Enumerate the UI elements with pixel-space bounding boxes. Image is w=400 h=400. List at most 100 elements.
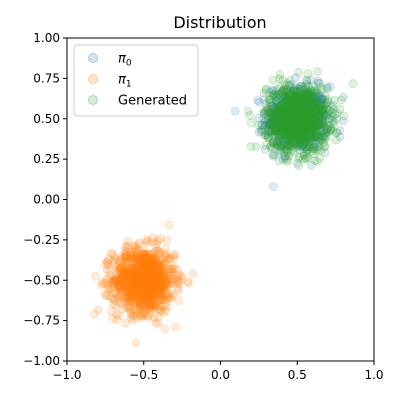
scatter-point	[107, 249, 116, 258]
scatter-point	[149, 276, 159, 285]
scatter-point	[151, 246, 160, 256]
scatter-point	[107, 280, 117, 289]
scatter-point	[292, 130, 302, 140]
scatter-point	[161, 306, 171, 315]
scatter-point	[141, 303, 151, 313]
scatter-point	[301, 115, 310, 125]
scatter-point	[125, 266, 135, 276]
scatter-point	[147, 249, 157, 258]
scatter-point	[335, 132, 345, 142]
scatter-point	[132, 269, 142, 279]
scatter-point	[125, 280, 135, 290]
scatter-point	[294, 100, 304, 109]
scatter-point	[287, 120, 296, 130]
scatter-point	[307, 114, 316, 124]
scatter-point	[275, 120, 285, 130]
scatter-point	[130, 275, 140, 285]
scatter-point	[131, 272, 140, 282]
scatter-point	[140, 266, 150, 275]
scatter-point	[149, 301, 159, 311]
scatter-point	[277, 91, 286, 101]
scatter-point	[292, 106, 302, 116]
scatter-point	[149, 274, 159, 284]
scatter-point	[131, 277, 141, 287]
scatter-point	[302, 97, 312, 107]
scatter-point	[274, 120, 284, 130]
scatter-point	[297, 104, 307, 114]
scatter-point	[138, 274, 148, 284]
scatter-point	[144, 253, 154, 263]
scatter-point	[288, 122, 298, 132]
scatter-point	[139, 278, 149, 288]
scatter-point	[147, 263, 157, 273]
scatter-point	[122, 268, 132, 278]
scatter-point	[300, 110, 310, 120]
scatter-point	[154, 273, 164, 283]
scatter-point	[136, 288, 146, 298]
scatter-point	[284, 108, 294, 117]
scatter-point	[147, 256, 157, 266]
scatter-point	[149, 282, 159, 292]
scatter-point	[140, 249, 150, 258]
scatter-point	[275, 122, 285, 132]
scatter-point	[293, 102, 303, 111]
scatter-point	[143, 296, 153, 306]
scatter-point	[141, 276, 151, 286]
scatter-point	[136, 254, 146, 264]
scatter-point	[130, 286, 140, 296]
scatter-point	[154, 293, 163, 303]
scatter-point	[302, 105, 312, 114]
scatter-point	[132, 278, 142, 288]
scatter-point	[156, 234, 165, 243]
scatter-point	[266, 119, 275, 128]
scatter-point	[314, 108, 324, 118]
scatter-point	[311, 101, 320, 110]
scatter-point	[152, 269, 162, 279]
scatter-point	[314, 113, 324, 122]
scatter-point	[141, 267, 150, 276]
scatter-point	[107, 249, 117, 259]
scatter-point	[146, 283, 156, 292]
scatter-point	[300, 119, 310, 128]
scatter-point	[138, 294, 148, 303]
scatter-point	[112, 272, 122, 282]
scatter-point	[158, 281, 167, 290]
scatter-point	[157, 280, 167, 289]
scatter-point	[292, 106, 302, 116]
scatter-point	[134, 292, 144, 301]
scatter-point	[273, 129, 283, 139]
scatter-point	[303, 69, 313, 79]
scatter-point	[153, 312, 163, 322]
scatter-point	[140, 280, 150, 290]
scatter-point	[137, 289, 147, 299]
scatter-point	[160, 300, 170, 309]
scatter-point	[294, 128, 304, 138]
scatter-point	[295, 129, 304, 139]
scatter-point	[147, 276, 157, 286]
scatter-point	[162, 283, 172, 293]
scatter-point	[164, 271, 173, 280]
scatter-point	[270, 91, 279, 100]
scatter-point	[281, 122, 291, 132]
scatter-point	[133, 271, 143, 281]
scatter-point	[303, 101, 313, 110]
scatter-point	[112, 275, 122, 284]
scatter-point	[137, 258, 147, 268]
scatter-point	[136, 277, 146, 287]
x-tick-label: −0.5	[129, 368, 158, 382]
scatter-point	[147, 259, 156, 269]
scatter-point	[142, 281, 152, 290]
scatter-point	[165, 277, 175, 287]
scatter-point	[290, 119, 300, 129]
scatter-point	[131, 283, 141, 293]
scatter-point	[135, 309, 144, 318]
scatter-point	[313, 67, 322, 77]
scatter-point	[280, 107, 290, 117]
scatter-point	[291, 108, 301, 118]
scatter-point	[156, 266, 166, 276]
scatter-point	[132, 284, 142, 294]
scatter-point	[297, 93, 307, 103]
scatter-point	[319, 121, 328, 130]
scatter-point	[120, 246, 130, 256]
scatter-point	[314, 119, 324, 128]
